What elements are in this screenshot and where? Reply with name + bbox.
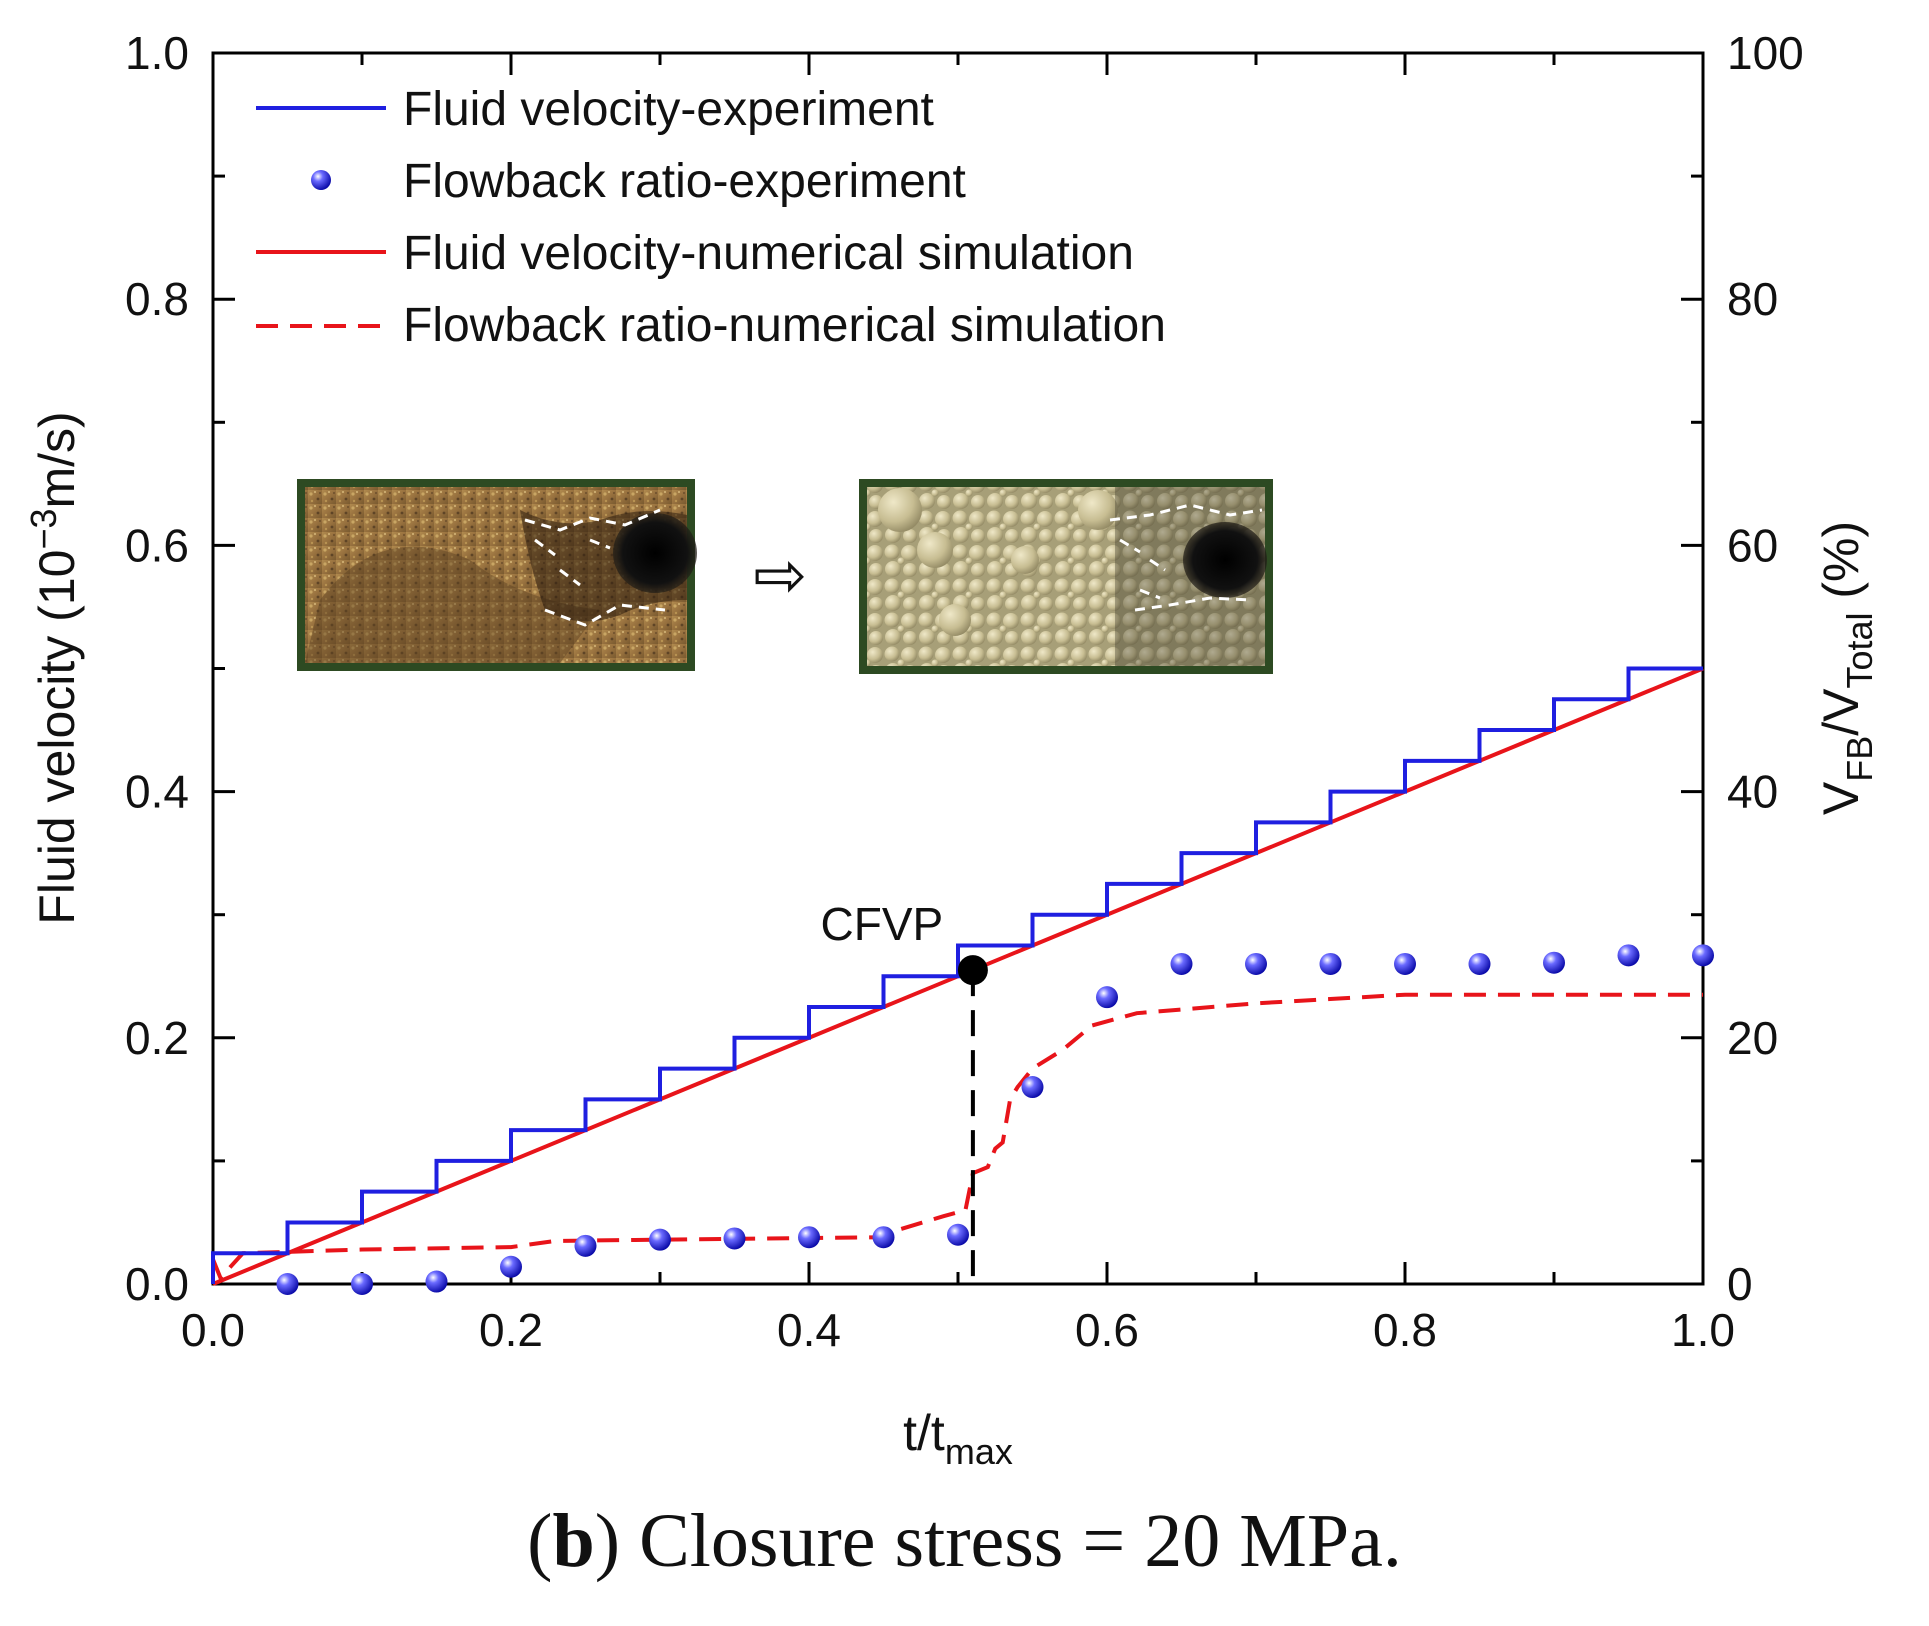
flowback-point bbox=[574, 1234, 597, 1257]
legend: Fluid velocity-experiment Flowback ratio… bbox=[256, 83, 1166, 352]
inset-simulation-render bbox=[859, 479, 1273, 674]
flowback-point bbox=[351, 1273, 373, 1295]
flowback-point bbox=[649, 1228, 671, 1251]
cfvp-label: CFVP bbox=[821, 898, 944, 950]
x-tick-label: 1.0 bbox=[1671, 1304, 1735, 1356]
y2-tick-label: 40 bbox=[1727, 766, 1778, 818]
y2-tick-label: 60 bbox=[1727, 519, 1778, 571]
flowback-point bbox=[425, 1270, 448, 1293]
axis-ticks bbox=[211, 51, 1705, 1286]
flowback-point bbox=[1543, 951, 1565, 974]
flowback-point bbox=[723, 1227, 746, 1250]
y2-tick-label: 80 bbox=[1727, 273, 1778, 325]
caption-text: Closure stress = 20 MPa. bbox=[639, 1499, 1402, 1583]
y-tick-label: 0.4 bbox=[125, 766, 189, 818]
flowback-point bbox=[1692, 944, 1714, 967]
figure-caption: (b) Closure stress = 20 MPa. bbox=[527, 1499, 1402, 1583]
caption-label: b bbox=[552, 1499, 595, 1583]
y2-tick-label: 100 bbox=[1727, 27, 1804, 79]
flowback-point bbox=[1617, 944, 1640, 967]
legend-label-flowback-experiment: Flowback ratio-experiment bbox=[403, 155, 966, 208]
y2-tick-label: 20 bbox=[1727, 1012, 1778, 1064]
inset-arrow: ⇨ bbox=[753, 539, 807, 611]
flowback-point bbox=[500, 1255, 522, 1278]
y-tick-label: 0.6 bbox=[125, 519, 189, 571]
flowback-point bbox=[1319, 952, 1342, 975]
y-tick-label: 1.0 bbox=[125, 27, 189, 79]
x-tick-label: 0.2 bbox=[479, 1304, 543, 1356]
flowback-point bbox=[872, 1226, 895, 1249]
y-tick-label: 0.0 bbox=[125, 1258, 189, 1310]
flowback-point bbox=[947, 1223, 969, 1246]
cfvp-marker bbox=[957, 955, 988, 986]
legend-label-velocity-simulation: Fluid velocity-numerical simulation bbox=[403, 227, 1134, 280]
legend-label-velocity-experiment: Fluid velocity-experiment bbox=[403, 83, 934, 136]
x-tick-label: 0.0 bbox=[181, 1304, 245, 1356]
legend-swatch-flowback-experiment bbox=[311, 170, 331, 190]
flowback-point bbox=[1468, 952, 1491, 975]
y2-axis-title: VFB/VTotal (%) bbox=[1813, 521, 1880, 815]
flowback-point bbox=[1245, 952, 1267, 975]
legend-label-flowback-simulation: Flowback ratio-numerical simulation bbox=[403, 299, 1166, 352]
x-axis-title: t/tmax bbox=[903, 1405, 1013, 1472]
flowback-point bbox=[1170, 952, 1193, 975]
y2-tick-label: 0 bbox=[1727, 1258, 1753, 1310]
x-tick-label: 0.6 bbox=[1075, 1304, 1139, 1356]
flowback-point bbox=[1394, 952, 1416, 975]
x-tick-label: 0.8 bbox=[1373, 1304, 1437, 1356]
y-axis-title: Fluid velocity (10−3m/s) bbox=[23, 411, 85, 924]
tick-labels: 0.0 0.2 0.4 0.6 0.8 1.00.00.20.40.60.81.00204… bbox=[125, 27, 1804, 1356]
series-fluid-velocity-experiment bbox=[211, 666, 1703, 1284]
y-tick-label: 0.8 bbox=[125, 273, 189, 325]
inset-experiment-photo bbox=[297, 479, 697, 671]
flowback-point bbox=[1021, 1076, 1044, 1099]
series-flowback-ratio-experiment bbox=[276, 944, 1714, 1295]
series-flowback-ratio-simulation bbox=[211, 992, 1703, 1282]
flowback-point bbox=[276, 1273, 299, 1295]
flowback-point bbox=[1096, 986, 1118, 1009]
x-tick-label: 0.4 bbox=[777, 1304, 841, 1356]
y-tick-label: 0.2 bbox=[125, 1012, 189, 1064]
flowback-point bbox=[798, 1226, 820, 1249]
